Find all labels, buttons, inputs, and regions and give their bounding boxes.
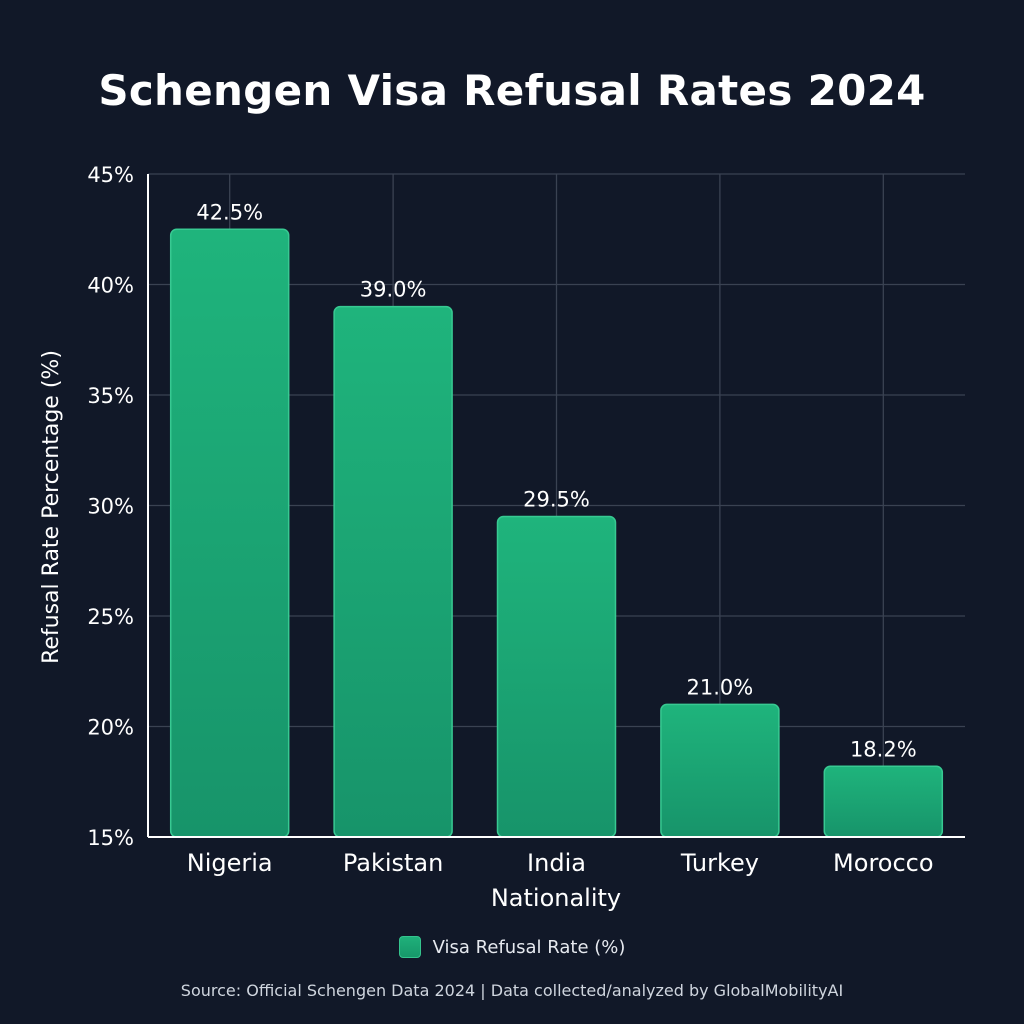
y-tick-label: 15% <box>87 826 134 850</box>
legend-label: Visa Refusal Rate (%) <box>432 936 626 958</box>
bar-value-label: 29.5% <box>523 488 590 512</box>
y-tick-label: 25% <box>87 605 134 629</box>
legend-swatch <box>398 936 421 958</box>
bar-turkey <box>660 703 780 838</box>
y-tick-label: 45% <box>87 163 134 187</box>
y-tick-label: 40% <box>87 274 134 298</box>
y-tick-label: 20% <box>87 716 134 740</box>
bar-value-label: 39.0% <box>360 278 427 302</box>
bar-value-label: 21.0% <box>687 675 754 699</box>
x-tick-label: Morocco <box>833 849 934 877</box>
legend: Visa Refusal Rate (%) <box>0 936 1024 958</box>
y-tick-label: 35% <box>87 384 134 408</box>
x-tick-label: Pakistan <box>343 849 444 877</box>
labels: 15% 20% 25% 30% 35% 40% 45% 42.5% Nigeria 39.0% Pa… <box>87 163 933 877</box>
chart-title: Schengen Visa Refusal Rates 2024 <box>98 66 926 115</box>
x-tick-label: Turkey <box>680 849 759 877</box>
bar-value-label: 18.2% <box>850 737 917 761</box>
y-axis-title: Refusal Rate Percentage (%) <box>39 350 64 664</box>
y-tick-label: 30% <box>87 495 134 519</box>
bar-value-label: 42.5% <box>196 200 263 224</box>
bar-nigeria <box>169 228 290 838</box>
source-footer: Source: Official Schengen Data 2024 | Da… <box>180 981 844 1000</box>
bar-pakistan <box>333 305 453 838</box>
x-tick-label: Nigeria <box>187 849 273 877</box>
axes <box>147 174 965 838</box>
bar-morocco <box>823 765 944 838</box>
x-tick-label: India <box>527 849 586 877</box>
x-axis-title: Nationality <box>491 884 621 912</box>
bar-india <box>496 515 617 838</box>
